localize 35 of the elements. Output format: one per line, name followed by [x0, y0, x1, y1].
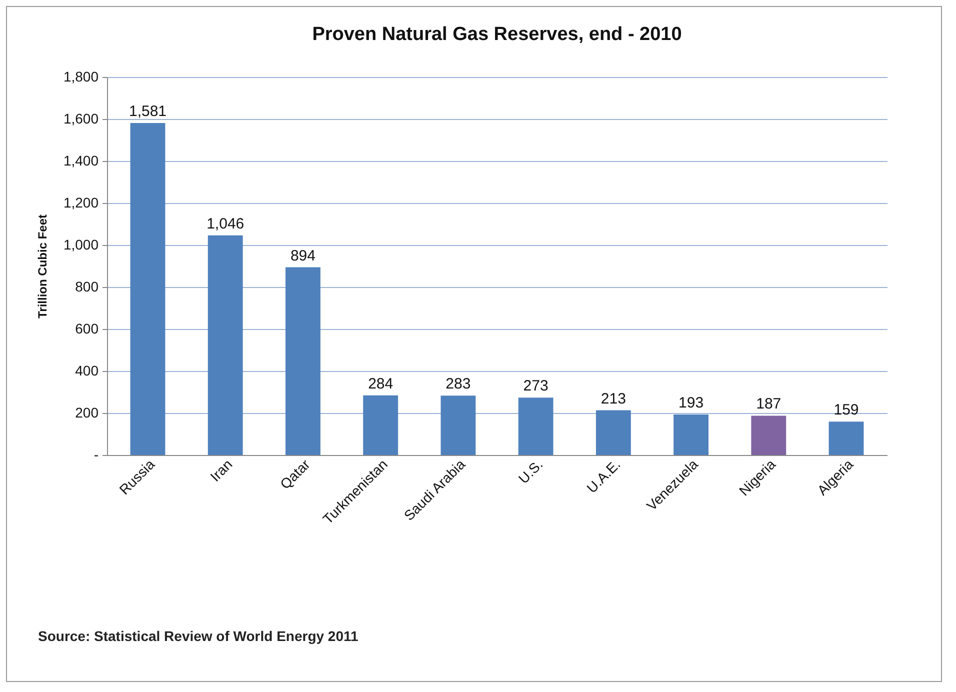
data-label: 213	[600, 390, 626, 408]
y-tick-label: 600	[75, 320, 99, 336]
data-label: 283	[446, 376, 471, 393]
bar	[130, 122, 166, 455]
source-note: Source: Statistical Review of World Energy 2011	[38, 628, 358, 644]
bar	[208, 235, 243, 455]
bar	[674, 414, 708, 455]
y-tick-label: 1,200	[63, 194, 99, 210]
y-tick-label: 1,400	[63, 152, 99, 168]
y-tick-label: 1,600	[63, 110, 99, 126]
y-tick-label: 1,800	[63, 68, 99, 84]
y-tick-label: 800	[75, 278, 99, 294]
data-label: 193	[678, 394, 704, 412]
y-tick-label: 200	[75, 404, 99, 420]
bar	[440, 396, 476, 455]
bar	[751, 416, 786, 455]
data-label: 187	[756, 396, 782, 413]
data-label: 159	[834, 402, 859, 419]
chart-title: Proven Natural Gas Reserves, end - 2010	[312, 24, 682, 45]
data-label: 284	[368, 375, 394, 392]
y-tick-label: -	[94, 446, 99, 462]
x-tick-label: U.S.	[515, 456, 546, 487]
bar	[363, 395, 398, 455]
y-tick-label: 1,000	[63, 236, 99, 252]
y-tick-label: 400	[75, 362, 99, 378]
data-label: 1,581	[128, 102, 167, 120]
data-label: 1,046	[206, 215, 244, 232]
bar	[596, 410, 631, 455]
data-label: 894	[290, 247, 316, 264]
bar	[828, 422, 864, 455]
bar	[518, 398, 554, 455]
y-axis-title: Trillion Cubic Feet	[35, 214, 50, 319]
data-label: 273	[523, 378, 548, 395]
bar	[286, 267, 320, 455]
x-tick-label: Iran	[206, 456, 236, 484]
